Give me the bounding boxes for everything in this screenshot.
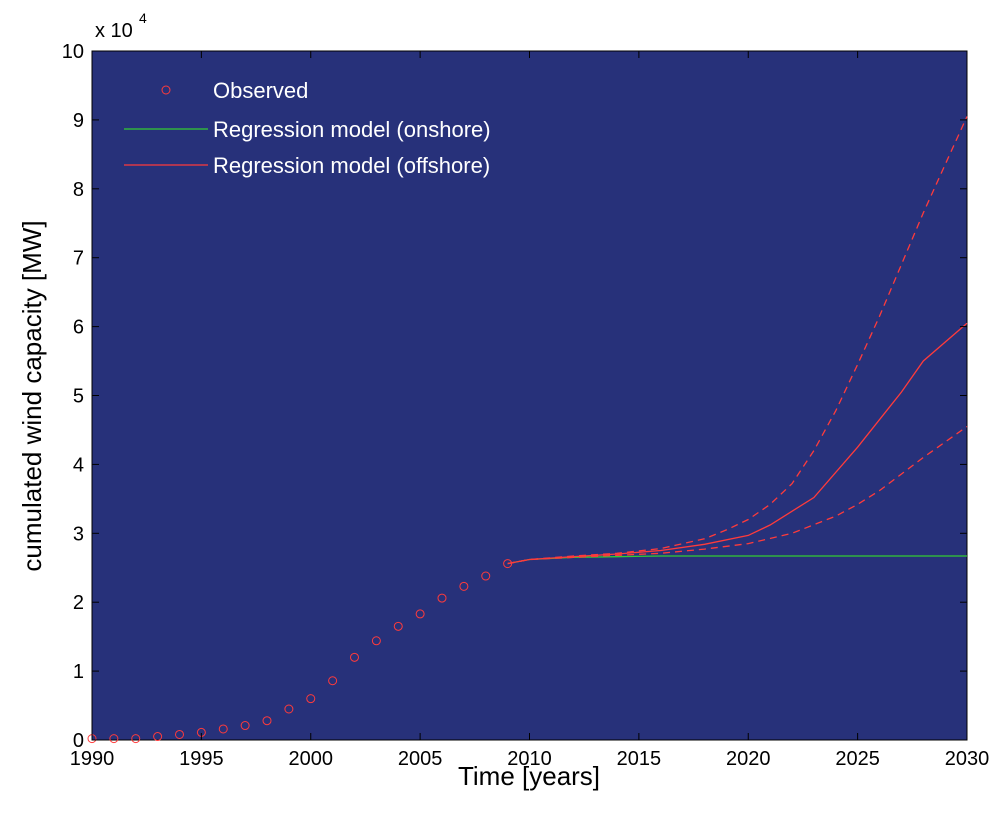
observed-point — [262, 716, 272, 726]
observed-point — [481, 571, 491, 581]
plot-area — [91, 50, 968, 741]
observed-point — [393, 621, 403, 631]
observed-point — [437, 593, 447, 603]
x-tick-label: 2005 — [398, 748, 443, 770]
observed-point — [328, 676, 338, 686]
x-tick-label: 2010 — [507, 748, 552, 770]
observed-point — [240, 721, 250, 731]
y-tick-label: 3 — [73, 523, 84, 545]
offshore-bound-line — [507, 425, 968, 565]
observed-point — [415, 609, 425, 619]
y-tick-label: 8 — [73, 179, 84, 201]
y-tick-label: 0 — [73, 730, 84, 752]
x-tick-label: 2015 — [617, 748, 662, 770]
x-tick-label: 2020 — [726, 748, 771, 770]
offshore-line — [507, 322, 968, 565]
y-multiplier-label: x 10 — [95, 20, 133, 42]
y-tick-label: 9 — [73, 110, 84, 132]
y-tick-label: 10 — [62, 41, 84, 63]
legend-label: Regression model (onshore) — [213, 117, 491, 142]
offshore-bound-line — [507, 116, 968, 565]
x-tick-label: 2030 — [945, 748, 990, 770]
x-tick-label: 2025 — [835, 748, 880, 770]
series-layer — [87, 116, 968, 744]
legend-label: Regression model (offshore) — [213, 153, 490, 178]
observed-point — [350, 652, 359, 662]
y-tick-label: 1 — [73, 661, 84, 683]
x-tick-label: 2000 — [289, 748, 334, 770]
observed-point — [218, 724, 228, 734]
y-tick-label: 7 — [73, 248, 84, 270]
y-tick-label: 6 — [73, 317, 84, 339]
observed-point — [153, 732, 163, 742]
observed-point — [459, 581, 469, 591]
y-axis-label: cumulated wind capacity [MW] — [17, 220, 47, 571]
legend-observed-marker — [161, 85, 171, 95]
observed-point — [284, 704, 294, 714]
legend-label: Observed — [213, 78, 308, 103]
axes-layer: 1990 1995 2000 2005 2010 2015 2020 2025 2030 0 1 2 3… — [62, 41, 990, 770]
y-tick-label: 4 — [73, 454, 84, 476]
y-tick-label: 2 — [73, 592, 84, 614]
observed-point — [503, 559, 513, 569]
x-axis-label: Time [years] — [458, 761, 600, 791]
observed-point — [306, 694, 316, 704]
observed-point — [109, 734, 119, 744]
legend: Observed Regression model (onshore) Regres… — [124, 78, 491, 178]
y-multiplier-exponent: 4 — [139, 10, 147, 26]
y-tick-label: 5 — [73, 386, 84, 408]
x-tick-label: 1990 — [70, 748, 115, 770]
observed-point — [175, 729, 184, 739]
observed-point — [131, 734, 141, 744]
observed-point — [371, 636, 381, 646]
x-tick-label: 1995 — [179, 748, 224, 770]
